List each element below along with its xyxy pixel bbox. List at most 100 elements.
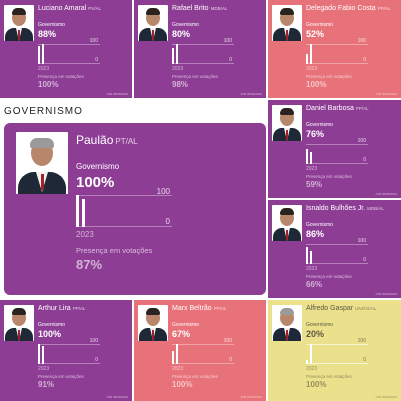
governismo-bar [76, 195, 79, 227]
presenca-value: 100% [306, 80, 327, 89]
presenca-bar [42, 345, 44, 364]
tick-100: 100 [223, 338, 232, 344]
deputy-party: UNIÃO/AL [355, 306, 377, 311]
presenca-bar [82, 199, 85, 227]
footer-date: ATÉ 05/06/2023 [106, 395, 128, 399]
governismo-label: Governismo [306, 222, 333, 228]
presenca-bar [176, 344, 178, 364]
presenca-label: Presença em votações [306, 274, 352, 279]
deputy-party: MDB/AL [367, 206, 384, 211]
governismo-value: 80% [172, 29, 191, 39]
tick-0: 0 [95, 357, 98, 363]
presenca-label: Presença em votações [38, 374, 84, 379]
governismo-chart: 100 0 [172, 338, 234, 364]
tick-100: 100 [357, 338, 366, 344]
tick-100: 100 [357, 138, 366, 144]
presenca-value: 59% [306, 180, 323, 189]
tick-100: 100 [223, 38, 232, 44]
footer-date: ATÉ 05/06/2023 [106, 92, 128, 96]
deputy-photo [272, 205, 302, 241]
tick-0: 0 [165, 217, 170, 226]
footer-date: ATÉ 05/06/2023 [375, 192, 397, 196]
presenca-bar [176, 44, 178, 64]
governismo-chart: 100 0 [306, 138, 368, 164]
deputy-card-arthur-lira[interactable]: Arthur Lira PP/AL Governismo 100% 100 0 20… [0, 300, 132, 401]
year-label: 2023 [306, 366, 318, 372]
footer-date: ATÉ 05/06/2023 [375, 395, 397, 399]
deputy-card-paulao[interactable]: Paulão PT/AL Governismo 100% 100 0 2023 Pr… [4, 123, 266, 295]
presenca-value: 87% [76, 257, 103, 272]
presenca-value: 100% [172, 380, 193, 389]
deputy-card-luciano-amaral[interactable]: Luciano Amaral PV/AL Governismo 88% 100 0 … [0, 0, 132, 98]
footer-date: ATÉ 05/06/2023 [240, 92, 262, 96]
year-label: 2023 [38, 66, 50, 72]
deputy-name: Delegado Fabio Costa PP/AL [306, 5, 391, 12]
governismo-value: 76% [306, 129, 325, 139]
governismo-bar [306, 246, 308, 264]
deputy-name: Arthur Lira PP/AL [38, 305, 86, 312]
governismo-chart: 100 0 [306, 38, 368, 64]
presenca-bar [310, 152, 312, 164]
deputy-photo [272, 105, 302, 141]
deputy-photo [4, 305, 34, 341]
governismo-label: Governismo [172, 322, 199, 328]
deputy-name: Rafael Brito MDB/AL [172, 5, 228, 12]
governismo-value: 100% [38, 329, 62, 339]
deputy-party: PV/AL [88, 6, 102, 11]
footer-date: ATÉ 05/06/2023 [240, 395, 262, 399]
governismo-value: 100% [76, 174, 115, 191]
presenca-bar [42, 44, 44, 64]
governismo-chart: 100 0 [38, 38, 100, 64]
year-label: 2023 [306, 66, 318, 72]
governismo-bar [172, 48, 174, 64]
tick-0: 0 [363, 57, 366, 63]
deputy-card-marx-beltrao[interactable]: Marx Beltrão PP/AL Governismo 67% 100 0 20… [134, 300, 266, 401]
presenca-bar [310, 44, 312, 64]
deputy-card-rafael-brito[interactable]: Rafael Brito MDB/AL Governismo 80% 100 0 2… [134, 0, 266, 98]
year-label: 2023 [306, 166, 318, 172]
deputy-card-delegado-fabio-costa[interactable]: Delegado Fabio Costa PP/AL Governismo 52%… [268, 0, 401, 98]
tick-0: 0 [363, 157, 366, 163]
governismo-value: 86% [306, 229, 325, 239]
presenca-label: Presença em votações [76, 246, 153, 255]
tick-100: 100 [357, 38, 366, 44]
year-label: 2023 [38, 366, 50, 372]
deputy-card-isnaldo-bulhoes[interactable]: Isnaldo Bulhões Jr. MDB/AL Governismo 86%… [268, 200, 401, 298]
presenca-label: Presença em votações [172, 374, 218, 379]
presenca-value: 98% [172, 80, 189, 89]
deputy-name: Paulão PT/AL [76, 133, 138, 147]
governismo-chart: 100 0 [306, 338, 368, 364]
presenca-value: 91% [38, 380, 55, 389]
deputy-name: Luciano Amaral PV/AL [38, 5, 102, 12]
governismo-value: 20% [306, 329, 325, 339]
governismo-label: Governismo [38, 22, 65, 28]
section-title: GOVERNISMO [4, 106, 83, 117]
governismo-label: Governismo [172, 22, 199, 28]
deputy-photo [272, 305, 302, 341]
governismo-label: Governismo [306, 322, 333, 328]
governismo-chart: 100 0 [172, 38, 234, 64]
footer-date: ATÉ 05/06/2023 [375, 92, 397, 96]
deputy-name: Marx Beltrão PP/AL [172, 305, 227, 312]
presenca-value: 66% [306, 280, 323, 289]
governismo-label: Governismo [76, 162, 120, 171]
deputy-photo [272, 5, 302, 41]
deputy-card-alfredo-gaspar[interactable]: Alfredo Gaspar UNIÃO/AL Governismo 20% 10… [268, 300, 401, 401]
tick-100: 100 [89, 38, 98, 44]
governismo-label: Governismo [306, 22, 333, 28]
deputy-photo [16, 132, 68, 194]
deputy-photo [4, 5, 34, 41]
deputy-photo [138, 305, 168, 341]
year-label: 2023 [172, 366, 184, 372]
footer-date: ATÉ 05/06/2023 [375, 292, 397, 296]
presenca-value: 100% [306, 380, 327, 389]
governismo-value: 88% [38, 29, 57, 39]
deputy-photo [138, 5, 168, 41]
tick-100: 100 [156, 187, 170, 196]
deputy-party: PP/AL [72, 306, 86, 311]
deputy-card-daniel-barbosa[interactable]: Daniel Barbosa PP/AL Governismo 76% 100 0 … [268, 100, 401, 198]
deputy-party: PP/AL [355, 106, 369, 111]
tick-0: 0 [229, 57, 232, 63]
presenca-label: Presença em votações [38, 74, 84, 79]
governismo-chart: 100 0 [38, 338, 100, 364]
